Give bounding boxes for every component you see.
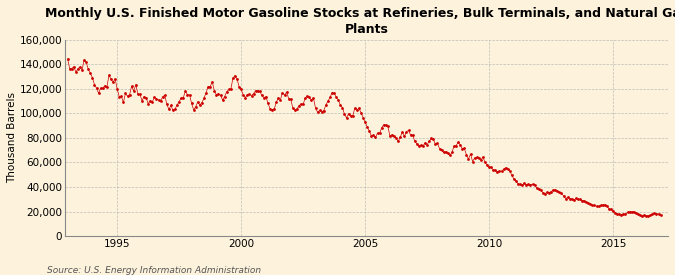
Title: Monthly U.S. Finished Motor Gasoline Stocks at Refineries, Bulk Terminals, and N: Monthly U.S. Finished Motor Gasoline Sto… [45,7,675,36]
Text: Source: U.S. Energy Information Administration: Source: U.S. Energy Information Administ… [47,266,261,275]
Y-axis label: Thousand Barrels: Thousand Barrels [7,92,17,183]
